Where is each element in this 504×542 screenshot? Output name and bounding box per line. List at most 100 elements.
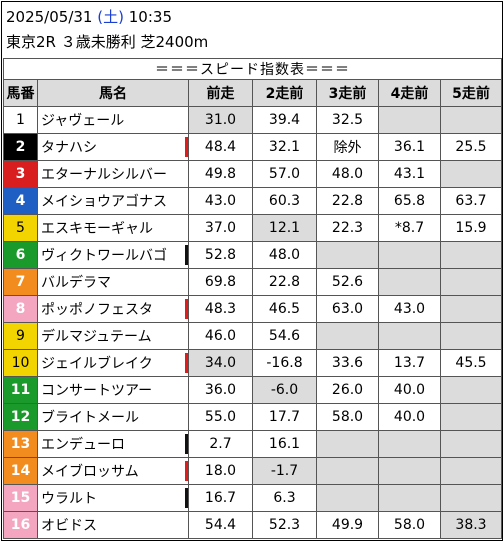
speed-index-cell: 60.3 xyxy=(252,187,317,215)
table-row: 11 コンサートツアー 36.0 -6.0 26.0 40.0 xyxy=(3,376,502,404)
speed-index-cell xyxy=(440,430,502,458)
speed-index-cell: 22.3 xyxy=(316,214,379,242)
table-title: ＝＝＝スピード指数表＝＝＝ xyxy=(3,58,502,80)
race-weekday: (土) xyxy=(97,8,124,26)
speed-index-cell xyxy=(378,484,441,512)
speed-index-cell: 49.9 xyxy=(316,511,379,539)
speed-index-cell: 25.5 xyxy=(440,133,502,161)
table-row: 9 デルマジュテーム 46.0 54.6 xyxy=(3,322,502,350)
speed-index-cell xyxy=(378,430,441,458)
table-row: 12 ブライトメール 55.0 17.7 58.0 40.0 xyxy=(3,403,502,431)
speed-index-cell xyxy=(316,484,379,512)
horse-name: コンサートツアー xyxy=(37,376,189,404)
date-time-line: 2025/05/31 (土) 10:35 xyxy=(6,7,172,27)
table-row: 4 メイショウアゴナス 43.0 60.3 22.8 65.8 63.7 xyxy=(3,187,502,215)
speed-index-cell: 40.0 xyxy=(378,403,441,431)
speed-index-cell: 16.7 xyxy=(188,484,253,512)
horse-name: オビドス xyxy=(37,511,189,539)
horse-number: 4 xyxy=(3,187,38,215)
speed-index-cell xyxy=(316,322,379,350)
speed-index-cell xyxy=(378,241,441,269)
speed-index-cell: 65.8 xyxy=(378,187,441,215)
red-marker xyxy=(185,461,188,481)
speed-index-cell: 48.0 xyxy=(252,241,317,269)
speed-index-cell: 48.4 xyxy=(188,133,253,161)
speed-index-cell: 45.5 xyxy=(440,349,502,377)
speed-index-cell: 6.3 xyxy=(252,484,317,512)
black-marker xyxy=(185,434,188,454)
table-row: 10 ジェイルブレイク 34.0 -16.8 33.6 13.7 45.5 xyxy=(3,349,502,377)
column-header: 4走前 xyxy=(378,79,441,107)
horse-name: エスキモーギャル xyxy=(37,214,189,242)
horse-name: ウラルト xyxy=(37,484,189,512)
table-row: 1 ジャヴェール 31.0 39.4 32.5 xyxy=(3,106,502,134)
speed-index-cell: -16.8 xyxy=(252,349,317,377)
horse-number: 6 xyxy=(3,241,38,269)
table-row: 15 ウラルト 16.7 6.3 xyxy=(3,484,502,512)
speed-index-cell: 43.0 xyxy=(188,187,253,215)
speed-index-cell: -6.0 xyxy=(252,376,317,404)
speed-index-cell xyxy=(440,241,502,269)
horse-name: デルマジュテーム xyxy=(37,322,189,350)
speed-index-cell: 22.8 xyxy=(316,187,379,215)
speed-index-cell xyxy=(440,106,502,134)
speed-index-cell: 40.0 xyxy=(378,376,441,404)
race-date: 2025/05/31 xyxy=(6,8,93,26)
horse-name: バルデラマ xyxy=(37,268,189,296)
speed-index-cell: 52.3 xyxy=(252,511,317,539)
speed-index-cell xyxy=(440,457,502,485)
horse-number: 13 xyxy=(3,430,38,458)
race-info: 東京2R ３歳未勝利 芝2400m xyxy=(6,33,209,51)
speed-index-cell xyxy=(378,268,441,296)
speed-index-cell: 16.1 xyxy=(252,430,317,458)
speed-index-cell: 57.0 xyxy=(252,160,317,188)
table-row: 8 ポッポノフェスタ 48.3 46.5 63.0 43.0 xyxy=(3,295,502,323)
speed-index-cell xyxy=(440,376,502,404)
speed-index-cell: 46.5 xyxy=(252,295,317,323)
speed-index-cell: *8.7 xyxy=(378,214,441,242)
speed-index-cell: 58.0 xyxy=(378,511,441,539)
horse-name: エターナルシルバー xyxy=(37,160,189,188)
black-marker xyxy=(185,488,188,508)
speed-index-cell: 39.4 xyxy=(252,106,317,134)
speed-index-cell: 22.8 xyxy=(252,268,317,296)
horse-name: ブライトメール xyxy=(37,403,189,431)
horse-number: 1 xyxy=(3,106,38,134)
speed-index-cell: 43.1 xyxy=(378,160,441,188)
speed-index-cell: 49.8 xyxy=(188,160,253,188)
horse-name: メイブロッサム xyxy=(37,457,189,485)
horse-number: 10 xyxy=(3,349,38,377)
speed-index-cell xyxy=(378,106,441,134)
horse-number: 16 xyxy=(3,511,38,539)
speed-index-cell: 36.1 xyxy=(378,133,441,161)
speed-index-cell xyxy=(440,160,502,188)
horse-number: 15 xyxy=(3,484,38,512)
speed-index-cell: 36.0 xyxy=(188,376,253,404)
column-header: 2走前 xyxy=(252,79,317,107)
red-marker xyxy=(185,137,188,157)
speed-index-cell xyxy=(440,295,502,323)
speed-index-cell: 55.0 xyxy=(188,403,253,431)
speed-index-cell xyxy=(316,430,379,458)
speed-index-cell: 52.8 xyxy=(188,241,253,269)
column-header: 馬名 xyxy=(37,79,189,107)
column-header: 前走 xyxy=(188,79,253,107)
speed-index-cell xyxy=(440,322,502,350)
horse-number: 14 xyxy=(3,457,38,485)
horse-number: 12 xyxy=(3,403,38,431)
column-header: 3走前 xyxy=(316,79,379,107)
horse-number: 5 xyxy=(3,214,38,242)
horse-name: ジャヴェール xyxy=(37,106,189,134)
speed-index-cell: 63.0 xyxy=(316,295,379,323)
speed-index-cell: 13.7 xyxy=(378,349,441,377)
speed-index-cell xyxy=(316,457,379,485)
speed-index-cell: 除外 xyxy=(316,133,379,161)
speed-index-cell xyxy=(440,484,502,512)
column-header: 馬番 xyxy=(3,79,38,107)
speed-index-cell: 15.9 xyxy=(440,214,502,242)
speed-index-cell: 32.5 xyxy=(316,106,379,134)
speed-index-cell: 69.8 xyxy=(188,268,253,296)
speed-index-cell: 54.6 xyxy=(252,322,317,350)
speed-index-cell: 12.1 xyxy=(252,214,317,242)
red-marker xyxy=(185,353,188,373)
